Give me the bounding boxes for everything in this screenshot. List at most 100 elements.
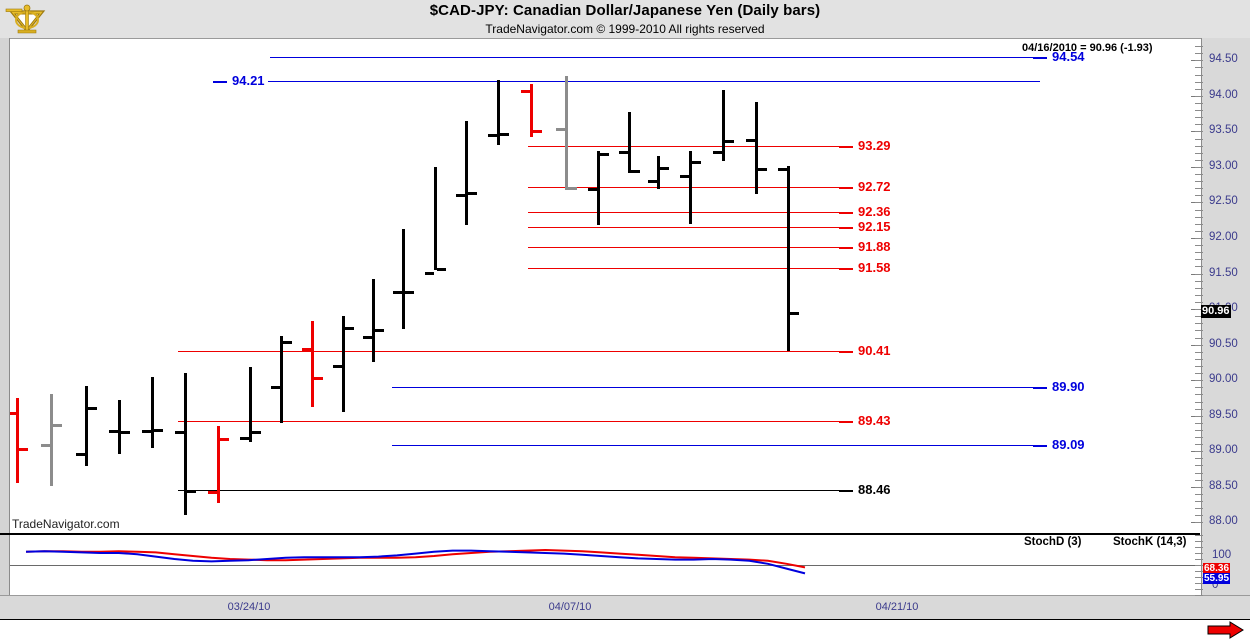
ohlc-bar[interactable]: [530, 84, 533, 137]
price-axis-minor-tick: [1195, 273, 1203, 275]
ohlc-bar[interactable]: [628, 112, 631, 173]
level-line[interactable]: [268, 81, 1040, 82]
ohlc-bar[interactable]: [755, 102, 758, 194]
level-label[interactable]: 94.21: [232, 72, 265, 88]
ohlc-open-tick: [778, 168, 787, 171]
level-line[interactable]: [392, 387, 1040, 388]
level-line[interactable]: [178, 351, 845, 352]
stoch-axis-tick: [1195, 565, 1203, 566]
price-axis-ticks: [1191, 38, 1203, 596]
price-axis-label: 88.50: [1209, 479, 1238, 492]
ohlc-open-tick: [556, 128, 565, 131]
level-line[interactable]: [528, 268, 845, 269]
stoch-series-line: [25, 548, 806, 569]
ohlc-bar[interactable]: [342, 316, 345, 412]
price-axis-minor-tick: [1195, 437, 1203, 439]
ohlc-bar[interactable]: [85, 386, 88, 466]
level-label[interactable]: 89.90: [1052, 379, 1085, 395]
ohlc-bar[interactable]: [249, 367, 252, 442]
price-axis-minor-tick: [1195, 344, 1203, 346]
level-label-dash: [839, 146, 853, 148]
ohlc-bar[interactable]: [465, 121, 468, 225]
level-label[interactable]: 89.09: [1052, 436, 1085, 452]
ohlc-bar[interactable]: [151, 377, 154, 448]
ohlc-bar[interactable]: [597, 151, 600, 225]
ohlc-bar[interactable]: [402, 229, 405, 329]
price-axis-minor-tick: [1195, 472, 1203, 474]
ohlc-open-tick: [456, 194, 465, 197]
price-axis-minor-tick: [1195, 53, 1203, 55]
stoch-reference-line: [10, 565, 1200, 566]
date-axis-label: 03/24/10: [227, 601, 271, 613]
scroll-right-arrow-icon[interactable]: [1206, 620, 1246, 640]
ohlc-bar[interactable]: [372, 279, 375, 362]
ohlc-open-tick: [746, 139, 755, 142]
level-label[interactable]: 94.54: [1052, 49, 1085, 65]
ohlc-open-tick: [109, 430, 118, 433]
price-axis-minor-tick: [1195, 408, 1203, 410]
ohlc-close-tick: [154, 429, 163, 432]
ohlc-bar[interactable]: [787, 166, 790, 351]
stochd-legend: StochD (3): [1024, 536, 1082, 548]
ohlc-bar[interactable]: [689, 151, 692, 224]
ohlc-bar[interactable]: [118, 400, 121, 454]
price-axis-minor-tick: [1195, 266, 1203, 268]
ohlc-open-tick: [393, 291, 402, 294]
ohlc-close-tick: [220, 438, 229, 441]
ohlc-open-tick: [713, 151, 722, 154]
price-axis-minor-tick: [1195, 493, 1203, 495]
level-label[interactable]: 93.29: [858, 138, 891, 154]
level-label[interactable]: 92.36: [858, 204, 891, 220]
ohlc-bar[interactable]: [311, 321, 314, 407]
price-axis-label: 89.00: [1209, 444, 1238, 457]
level-line[interactable]: [528, 146, 845, 147]
ohlc-open-tick: [363, 336, 372, 339]
price-axis-minor-tick: [1195, 301, 1203, 303]
stochk-legend: StochK (14,3): [1113, 536, 1187, 548]
price-axis-minor-tick: [1195, 245, 1203, 247]
ohlc-bar[interactable]: [434, 167, 437, 270]
level-line[interactable]: [178, 490, 845, 491]
ohlc-bar[interactable]: [217, 426, 220, 503]
level-line[interactable]: [528, 227, 845, 228]
stoch-series-line: [25, 549, 806, 575]
level-label[interactable]: 91.58: [858, 259, 891, 275]
level-line[interactable]: [528, 247, 845, 248]
stochastic-plot[interactable]: [10, 535, 1200, 595]
level-label[interactable]: 92.15: [858, 219, 891, 235]
ohlc-bar[interactable]: [280, 336, 283, 423]
price-plot[interactable]: TradeNavigator.com: [10, 39, 1200, 533]
ohlc-open-tick: [208, 491, 217, 494]
price-axis-minor-tick: [1195, 81, 1203, 83]
level-line[interactable]: [270, 57, 1040, 58]
panel-divider: [0, 533, 1200, 535]
price-axis-label: 93.00: [1209, 159, 1238, 172]
level-label-dash: [839, 227, 853, 229]
price-axis-minor-tick: [1195, 159, 1203, 161]
level-label[interactable]: 88.46: [858, 481, 891, 497]
level-label[interactable]: 90.41: [858, 343, 891, 359]
ohlc-bar[interactable]: [50, 394, 53, 486]
ohlc-bar[interactable]: [184, 373, 187, 515]
level-line[interactable]: [392, 445, 1040, 446]
price-axis-minor-tick: [1195, 166, 1203, 168]
price-axis-label: 94.00: [1209, 88, 1238, 101]
ohlc-bar[interactable]: [657, 156, 660, 189]
level-label[interactable]: 91.88: [858, 238, 891, 254]
level-line[interactable]: [528, 212, 845, 213]
level-label[interactable]: 92.72: [858, 178, 891, 194]
ohlc-bar[interactable]: [16, 398, 19, 483]
ohlc-bar[interactable]: [497, 80, 500, 145]
ohlc-open-tick: [271, 386, 280, 389]
level-label-dash: [839, 490, 853, 492]
level-label-dash: [839, 268, 853, 270]
ohlc-bar[interactable]: [722, 90, 725, 161]
level-label-dash: [839, 187, 853, 189]
level-line[interactable]: [528, 187, 845, 188]
level-label[interactable]: 89.43: [858, 412, 891, 428]
ohlc-bar[interactable]: [565, 76, 568, 190]
price-axis-minor-tick: [1195, 309, 1203, 311]
current-price-tag: 90.96: [1201, 304, 1231, 318]
date-axis[interactable]: [0, 596, 1250, 620]
level-line[interactable]: [178, 421, 845, 422]
